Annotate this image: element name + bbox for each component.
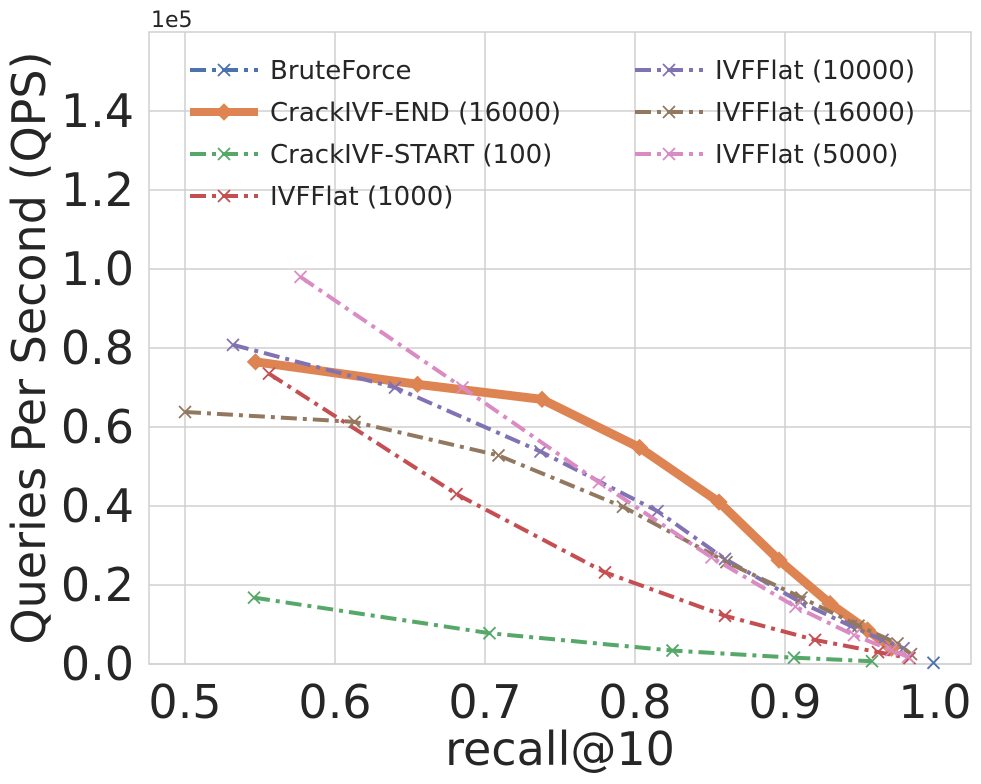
- legend: BruteForce CrackIVF-END (16000) CrackIVF-S…: [190, 56, 915, 212]
- data-point: [770, 551, 788, 569]
- data-point: [884, 643, 899, 657]
- data-point: [851, 619, 866, 633]
- data-point: [630, 438, 649, 457]
- legend-entry: CrackIVF-START (100): [190, 140, 552, 170]
- y-axis-label: Queries Per Second (QPS): [2, 51, 56, 644]
- series-group: [926, 656, 941, 670]
- data-point: [650, 504, 665, 518]
- data-point: [408, 375, 427, 394]
- data-point: [533, 444, 548, 459]
- data-point: [719, 555, 734, 569]
- data-point: [718, 552, 732, 566]
- tick-labels: 0.5 0.6 0.7 0.8 0.9 1.0 0.0 0.2 0.4 0.6 0.8 1.0 1.2 1…: [61, 84, 972, 729]
- legend-label: BruteForce: [270, 56, 412, 86]
- x-tick-label: 0.6: [298, 675, 371, 729]
- legend-entry: IVFFlat (10000): [635, 56, 915, 86]
- y-tick-label: 1.4: [61, 84, 134, 138]
- y-tick-label: 0.2: [61, 558, 134, 612]
- data-point: [787, 651, 801, 665]
- data-point: [901, 650, 915, 664]
- y-tick-label: 0.4: [61, 479, 134, 533]
- data-point: [598, 565, 612, 579]
- legend-entry: BruteForce: [190, 56, 412, 86]
- data-point: [808, 633, 822, 647]
- x-tick-label: 0.5: [148, 675, 221, 729]
- legend-marker: [215, 103, 233, 121]
- data-point: [247, 591, 261, 605]
- legend-label: IVFFlat (1000): [270, 182, 453, 212]
- data-point: [262, 367, 276, 381]
- legend-entry: CrackIVF-END (16000): [190, 98, 561, 128]
- data-point: [847, 628, 861, 642]
- data-point: [710, 493, 728, 511]
- legend-marker: [662, 63, 676, 77]
- legend-label: IVFFlat (16000): [715, 98, 915, 128]
- x-tick-label: 1.0: [898, 675, 971, 729]
- data-point: [788, 600, 803, 614]
- data-point: [871, 645, 885, 659]
- grid-lines: [149, 32, 971, 665]
- series-group: [293, 270, 915, 664]
- data-point: [449, 487, 464, 501]
- data-point: [491, 448, 506, 463]
- series-line: [232, 342, 905, 651]
- legend-marker: [662, 147, 676, 161]
- data-point: [482, 626, 497, 640]
- data-point: [865, 654, 879, 668]
- x-axis-label: recall@10: [445, 722, 675, 776]
- legend-entry: IVFFlat (1000): [190, 182, 453, 212]
- legend-label: CrackIVF-END (16000): [270, 98, 561, 128]
- y-offset-label: 1e5: [151, 8, 193, 33]
- legend-marker: [217, 63, 231, 77]
- x-tick-label: 0.9: [748, 675, 821, 729]
- legend-entry: IVFFlat (5000): [635, 140, 898, 170]
- data-series: [178, 270, 941, 670]
- data-point: [347, 415, 362, 429]
- data-point: [533, 390, 551, 409]
- legend-label: IVFFlat (10000): [715, 56, 915, 86]
- data-point: [592, 475, 606, 489]
- legend-label: CrackIVF-START (100): [270, 140, 552, 170]
- series-group: [178, 405, 918, 661]
- data-point: [293, 270, 308, 284]
- data-point: [704, 550, 719, 564]
- data-point: [226, 338, 240, 352]
- legend-entry: IVFFlat (16000): [635, 98, 915, 128]
- y-tick-label: 0.6: [61, 400, 134, 454]
- x-tick-label: 0.8: [598, 675, 671, 729]
- legend-marker: [217, 147, 231, 161]
- legend-marker: [662, 105, 676, 119]
- y-tick-label: 1.2: [61, 163, 134, 217]
- data-point: [718, 609, 732, 623]
- legend-label: IVFFlat (5000): [715, 140, 898, 170]
- data-point: [926, 656, 941, 670]
- data-point: [388, 380, 402, 395]
- y-tick-label: 1.0: [61, 242, 134, 296]
- x-tick-label: 0.7: [448, 675, 521, 729]
- data-point: [665, 643, 680, 658]
- series-group: [247, 591, 879, 668]
- series-line: [299, 275, 909, 659]
- y-tick-label: 0.0: [61, 637, 134, 691]
- legend-marker: [217, 189, 231, 203]
- data-point: [455, 380, 470, 395]
- data-point: [178, 405, 192, 419]
- data-point: [246, 353, 265, 371]
- y-tick-label: 0.8: [61, 321, 134, 375]
- data-point: [794, 591, 809, 605]
